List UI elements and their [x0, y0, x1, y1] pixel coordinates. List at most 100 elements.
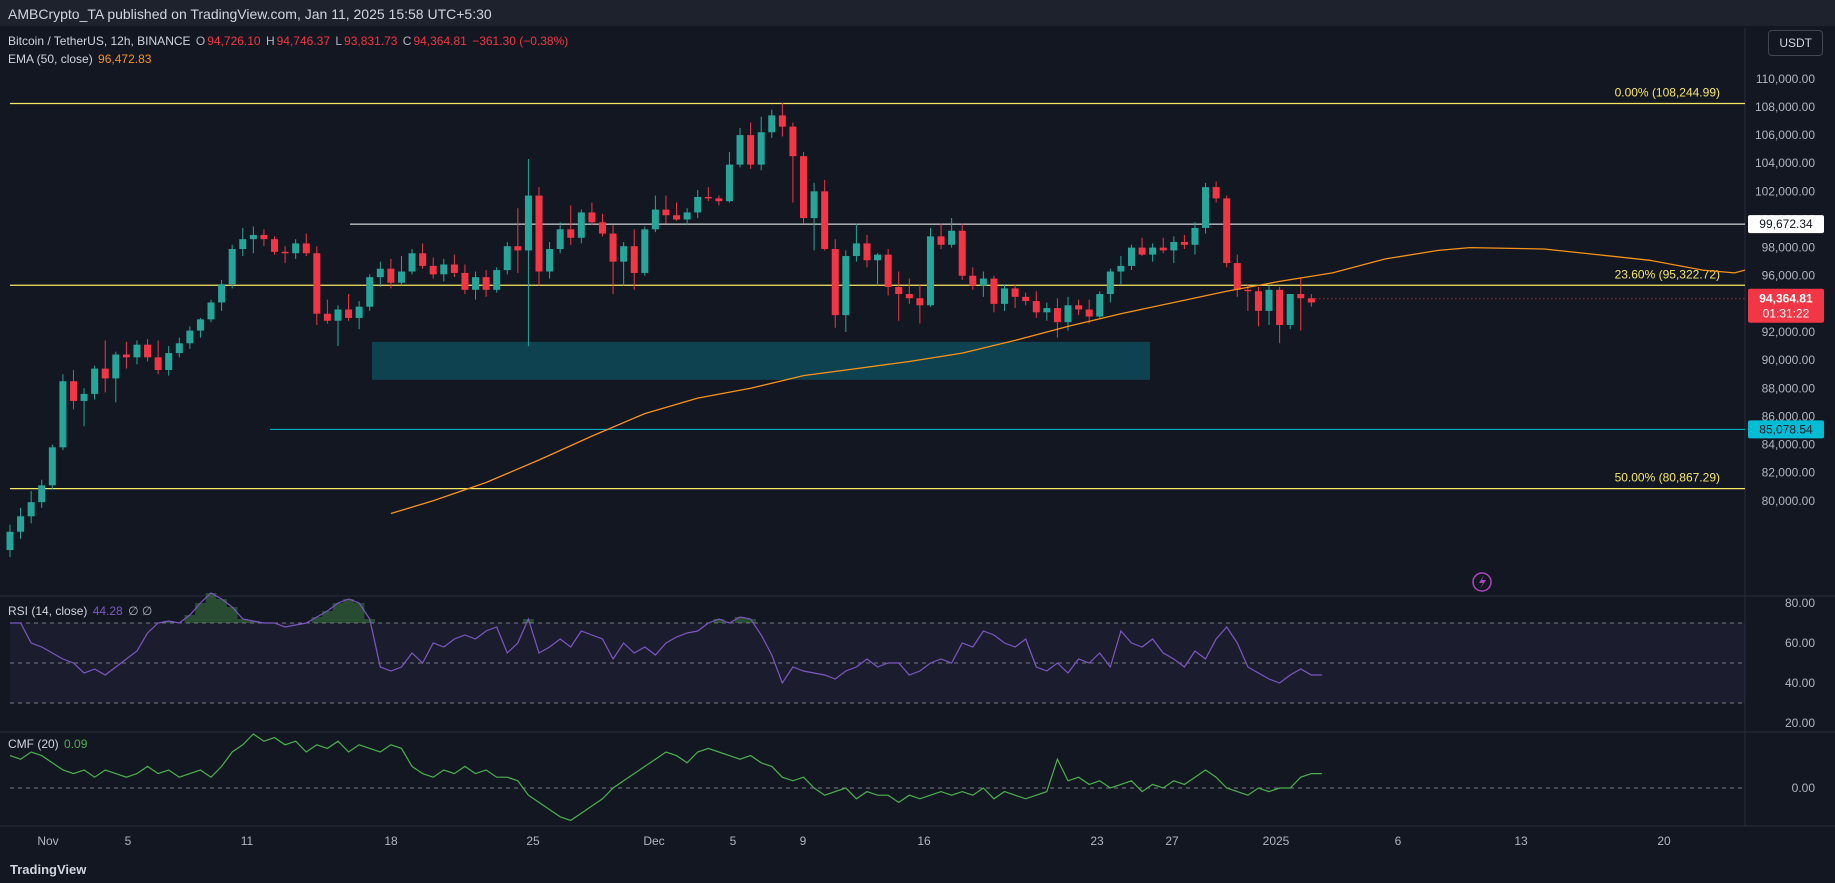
candle-body: [789, 126, 797, 157]
candle-body: [419, 253, 427, 266]
bottom-bar: TradingView: [0, 856, 1835, 883]
time-tick-label: 23: [1090, 834, 1104, 848]
candle-body: [926, 236, 934, 306]
price-chart[interactable]: 110,000.00 108,000.00 106,000.00 104,000.00…: [0, 0, 1835, 856]
candle-body: [588, 212, 596, 223]
candle-body: [440, 264, 448, 275]
candle-body: [1064, 305, 1072, 323]
support-price-tag: [1748, 420, 1824, 439]
resistance-price-tag: [1748, 215, 1824, 234]
time-tick-label: 25: [526, 834, 540, 848]
candle-body: [567, 229, 575, 238]
candle-body: [101, 368, 109, 379]
candle-body: [1096, 294, 1104, 317]
close-label: C: [402, 34, 412, 48]
price-tick-label: 90,000.00: [1762, 353, 1816, 367]
rsi-overbought-fill: [163, 593, 756, 623]
rsi-tick-label: 40.00: [1785, 676, 1815, 690]
candle-body: [196, 319, 204, 331]
candle-body: [800, 156, 807, 219]
open-label: O: [195, 34, 206, 48]
candle-body: [17, 516, 25, 532]
candle-body: [821, 191, 829, 250]
fib-level-label: 50.00% (80,867.29): [1615, 471, 1720, 485]
ema-value: 96,472.83: [98, 52, 152, 66]
cmf-line: [9, 733, 1322, 822]
candle-body: [1032, 301, 1040, 313]
candle-body: [355, 306, 363, 318]
candle-body: [1180, 241, 1188, 245]
candle-body: [979, 278, 987, 286]
candle-body: [884, 254, 892, 287]
time-tick-label: 13: [1514, 834, 1528, 848]
candle-body: [704, 196, 712, 199]
candle-body: [1170, 241, 1178, 251]
candle-body: [852, 243, 860, 257]
candle-body: [683, 212, 691, 220]
candle-body: [598, 222, 606, 234]
candle-body: [112, 354, 120, 379]
candle-body: [249, 234, 257, 240]
price-tick-label: 110,000.00: [1756, 72, 1815, 86]
candle-body: [1127, 247, 1135, 266]
candle-body: [937, 236, 945, 245]
candle-body: [1159, 247, 1167, 251]
resistance-price-label: 99,672.34: [1759, 217, 1813, 231]
candle-body: [694, 196, 702, 213]
candle-body: [948, 230, 956, 245]
price-tick-label: 104,000.00: [1755, 156, 1815, 170]
candle-body: [260, 234, 268, 240]
symbol-legend: Bitcoin / TetherUS, 12h, BINANCE O 94,726…: [8, 34, 570, 48]
candle-body: [514, 246, 522, 251]
candle-body: [154, 357, 162, 370]
cmf-label: CMF (20): [8, 737, 59, 751]
candle-body: [175, 343, 183, 354]
candle-body: [323, 313, 331, 321]
candle-body: [387, 268, 395, 283]
candle-body: [461, 272, 469, 290]
price-tick-label: 96,000.00: [1762, 269, 1816, 283]
candle-body: [842, 256, 850, 316]
candle-body: [916, 298, 924, 306]
candle-body: [239, 239, 247, 250]
candle-body: [133, 344, 141, 358]
candle-body: [609, 233, 617, 262]
currency-button[interactable]: USDT: [1768, 30, 1823, 56]
candle-body: [810, 191, 818, 219]
candle-body: [1297, 294, 1305, 299]
candle-body: [1202, 187, 1210, 228]
candle-body: [292, 243, 300, 254]
candle-body: [1085, 309, 1093, 317]
time-tick-label: 9: [800, 834, 807, 848]
lightning-icon: [1472, 572, 1492, 592]
ema-line: [390, 246, 1745, 515]
candle-body: [1138, 247, 1146, 255]
candle-body: [958, 230, 966, 276]
price-tick-label: 88,000.00: [1762, 381, 1816, 395]
candle-body: [651, 209, 659, 230]
candle-body: [778, 115, 786, 127]
candle-body: [493, 270, 501, 290]
candle-body: [662, 209, 670, 216]
candle-body: [6, 531, 14, 551]
rsi-tick-label: 80.00: [1785, 596, 1815, 610]
ema-legend: EMA (50, close) 96,472.83: [8, 52, 153, 66]
high-label: H: [265, 34, 275, 48]
candle-body: [366, 277, 374, 307]
fib-level-label: 0.00% (108,244.99): [1615, 86, 1720, 100]
candle-body: [1117, 265, 1125, 272]
price-tick-label: 92,000.00: [1762, 325, 1816, 339]
candle-body: [1001, 288, 1009, 304]
candle-body: [27, 502, 35, 517]
candle-body: [1106, 271, 1114, 295]
time-tick-label: 5: [125, 834, 132, 848]
time-tick-label: 16: [917, 834, 931, 848]
candle-body: [620, 246, 628, 262]
candle-body: [874, 254, 882, 261]
candle-body: [725, 164, 733, 202]
time-tick-label: 11: [241, 834, 254, 848]
candle-body: [863, 243, 871, 261]
time-tick-label: 5: [730, 834, 737, 848]
candle-body: [281, 251, 289, 254]
candle-body: [715, 198, 723, 202]
